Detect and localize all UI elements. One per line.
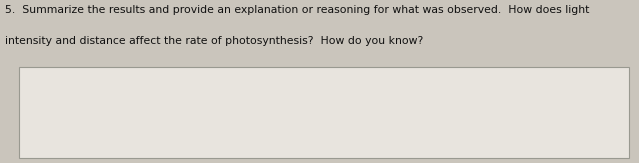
- Text: 5.  Summarize the results and provide an explanation or reasoning for what was o: 5. Summarize the results and provide an …: [5, 5, 590, 15]
- FancyBboxPatch shape: [19, 67, 629, 158]
- Text: intensity and distance affect the rate of photosynthesis?  How do you know?: intensity and distance affect the rate o…: [5, 36, 424, 46]
